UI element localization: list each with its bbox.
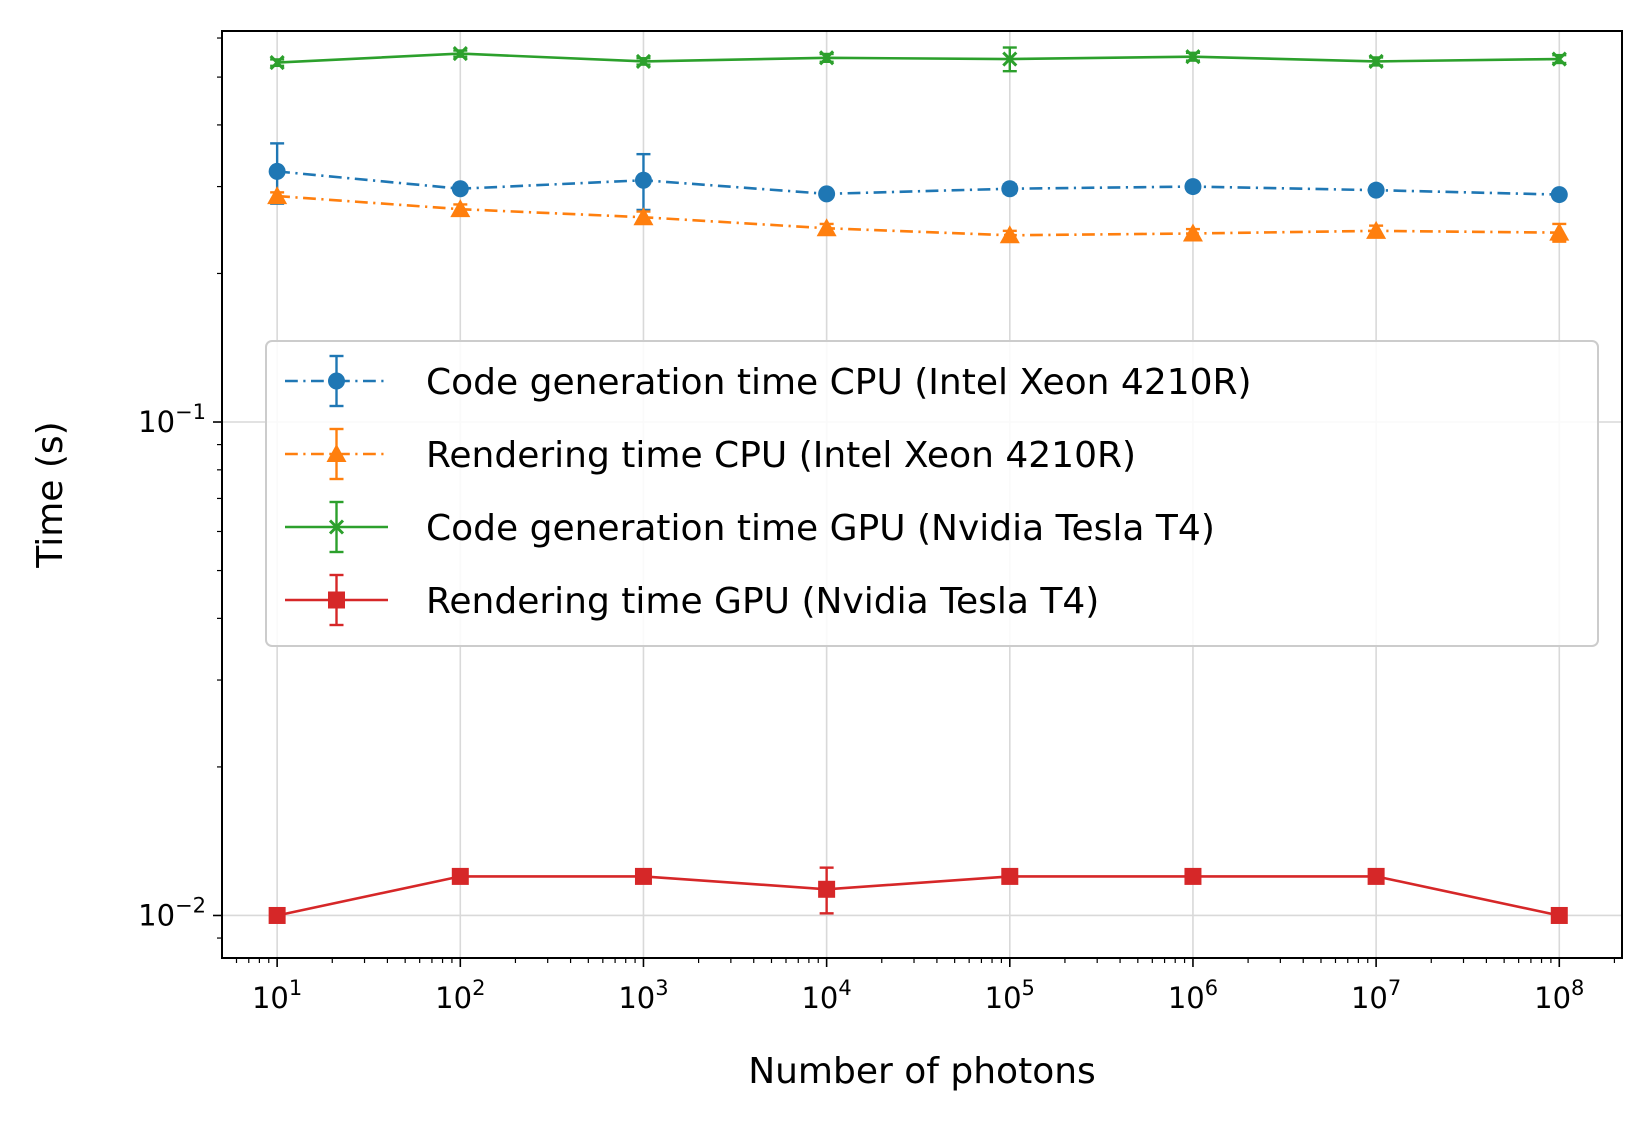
data-point [451,180,469,198]
data-point [1182,223,1203,242]
data-point [1002,51,1018,67]
data-point [451,867,469,885]
legend-label: Code generation time CPU (Intel Xeon 421… [426,362,1252,403]
legend-box [265,340,1599,647]
data-point [1551,51,1567,67]
data-point [818,185,836,203]
series-line [277,194,1560,237]
series-line [276,875,1560,917]
data-point [1001,180,1019,198]
legend: Code generation time CPU (Intel Xeon 421… [265,340,1599,647]
data-point [452,46,468,62]
data-point [1550,186,1568,204]
data-point [267,186,288,205]
series-line [277,170,1560,196]
data-point [1368,53,1384,69]
legend-label: Rendering time GPU (Nvidia Tesla T4) [426,581,1099,622]
series-4 [268,866,1568,924]
data-point [635,53,652,69]
series-2 [267,186,1570,244]
data-point [999,225,1020,244]
x-tick-label: 104 [801,976,851,1015]
data-point [634,867,652,885]
legend-marker [328,372,345,390]
x-tick-label: 105 [985,976,1035,1015]
data-point [1185,49,1201,65]
legend-entry: Code generation time CPU (Intel Xeon 421… [285,354,1252,408]
data-point [1001,867,1019,885]
axis-ticks: 101 102 103 104 105 106 107 108 10−1 10−2 [138,37,1616,1015]
x-tick-label: 103 [618,976,668,1015]
series-group [267,46,1570,924]
data-point [268,162,286,180]
legend-label: Code generation time GPU (Nvidia Tesla T… [426,508,1215,549]
x-tick-label: 102 [435,976,485,1015]
data-point [633,207,654,226]
data-point [1367,867,1385,885]
series-3 [269,46,1567,73]
data-point [1367,181,1385,199]
legend-label: Rendering time CPU (Intel Xeon 4210R) [426,435,1136,476]
legend-marker [328,519,345,535]
plot-frame [221,30,1623,959]
data-point [634,171,652,189]
data-point [269,55,285,71]
legend-marker [328,591,345,609]
x-axis-label: Number of photons [748,1051,1096,1092]
data-point [816,218,837,237]
x-tick-label: 108 [1534,976,1584,1015]
y-tick-label: 10−2 [138,893,206,932]
legend-marker [326,444,347,462]
data-point [818,880,836,898]
data-point [1550,906,1568,924]
legend-entry: Code generation time GPU (Nvidia Tesla T… [285,500,1215,554]
x-tick-label: 106 [1168,976,1218,1015]
y-tick-label: 10−1 [138,400,206,439]
data-point [1184,867,1202,885]
data-point [1184,178,1202,196]
data-point [1549,222,1570,241]
y-axis-label: Time (s) [30,421,71,568]
data-point [450,199,471,218]
series-line [277,52,1560,64]
data-point [1366,220,1387,239]
legend-entry: Rendering time GPU (Nvidia Tesla T4) [285,573,1099,627]
data-point [268,906,286,924]
series-1 [268,142,1568,212]
legend-entry: Rendering time CPU (Intel Xeon 4210R) [285,427,1136,481]
x-tick-label: 107 [1351,976,1401,1015]
x-tick-label: 101 [252,976,302,1015]
data-point [819,50,835,66]
